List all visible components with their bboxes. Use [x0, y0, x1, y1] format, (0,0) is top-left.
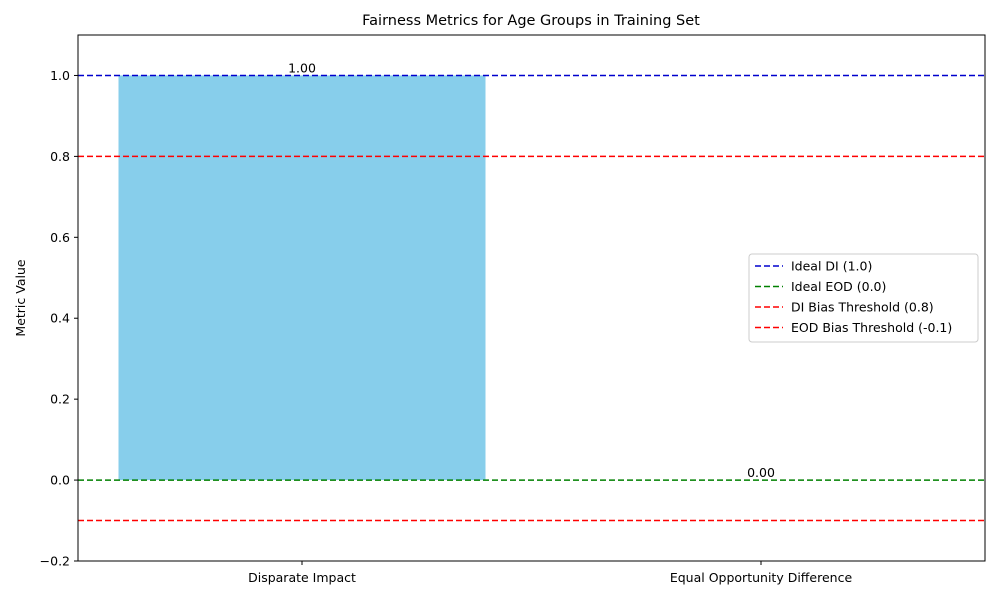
y-tick-label-1: −0.2 — [40, 554, 70, 569]
y-axis-label: Metric Value — [13, 259, 28, 336]
legend-entry-4: EOD Bias Threshold (-0.1) — [791, 320, 952, 335]
legend: Ideal DI (1.0) Ideal EOD (0.0) DI Bias Thr… — [748, 253, 979, 343]
legend-entry-3: DI Bias Threshold (0.8) — [791, 300, 934, 315]
legend-entry-1: Ideal DI (1.0) — [791, 259, 872, 274]
y-tick-label-7: 1.0 — [50, 68, 70, 83]
legend-box — [748, 253, 979, 343]
y-tick-label-3: 0.2 — [50, 392, 70, 407]
x-tick-label-2: Equal Opportunity Difference — [670, 570, 853, 585]
data-label-2: 0.00 — [747, 465, 775, 480]
data-label-1: 1.00 — [288, 60, 316, 75]
y-tick-label-6: 0.8 — [50, 149, 70, 164]
axes-frame — [77, 34, 986, 562]
bar-1 — [118, 75, 486, 481]
y-tick-label-4: 0.4 — [50, 311, 70, 326]
x-tick-label-1: Disparate Impact — [248, 570, 356, 585]
plot-area: 1.00 0.00 −0.2 0.0 0.2 0.4 0.6 0.8 1.0 Disparate … — [40, 34, 986, 585]
legend-entry-2: Ideal EOD (0.0) — [791, 279, 886, 294]
y-tick-label-5: 0.6 — [50, 230, 70, 245]
chart-title: Fairness Metrics for Age Groups in Train… — [362, 13, 700, 29]
y-tick-label-2: 0.0 — [50, 473, 70, 488]
